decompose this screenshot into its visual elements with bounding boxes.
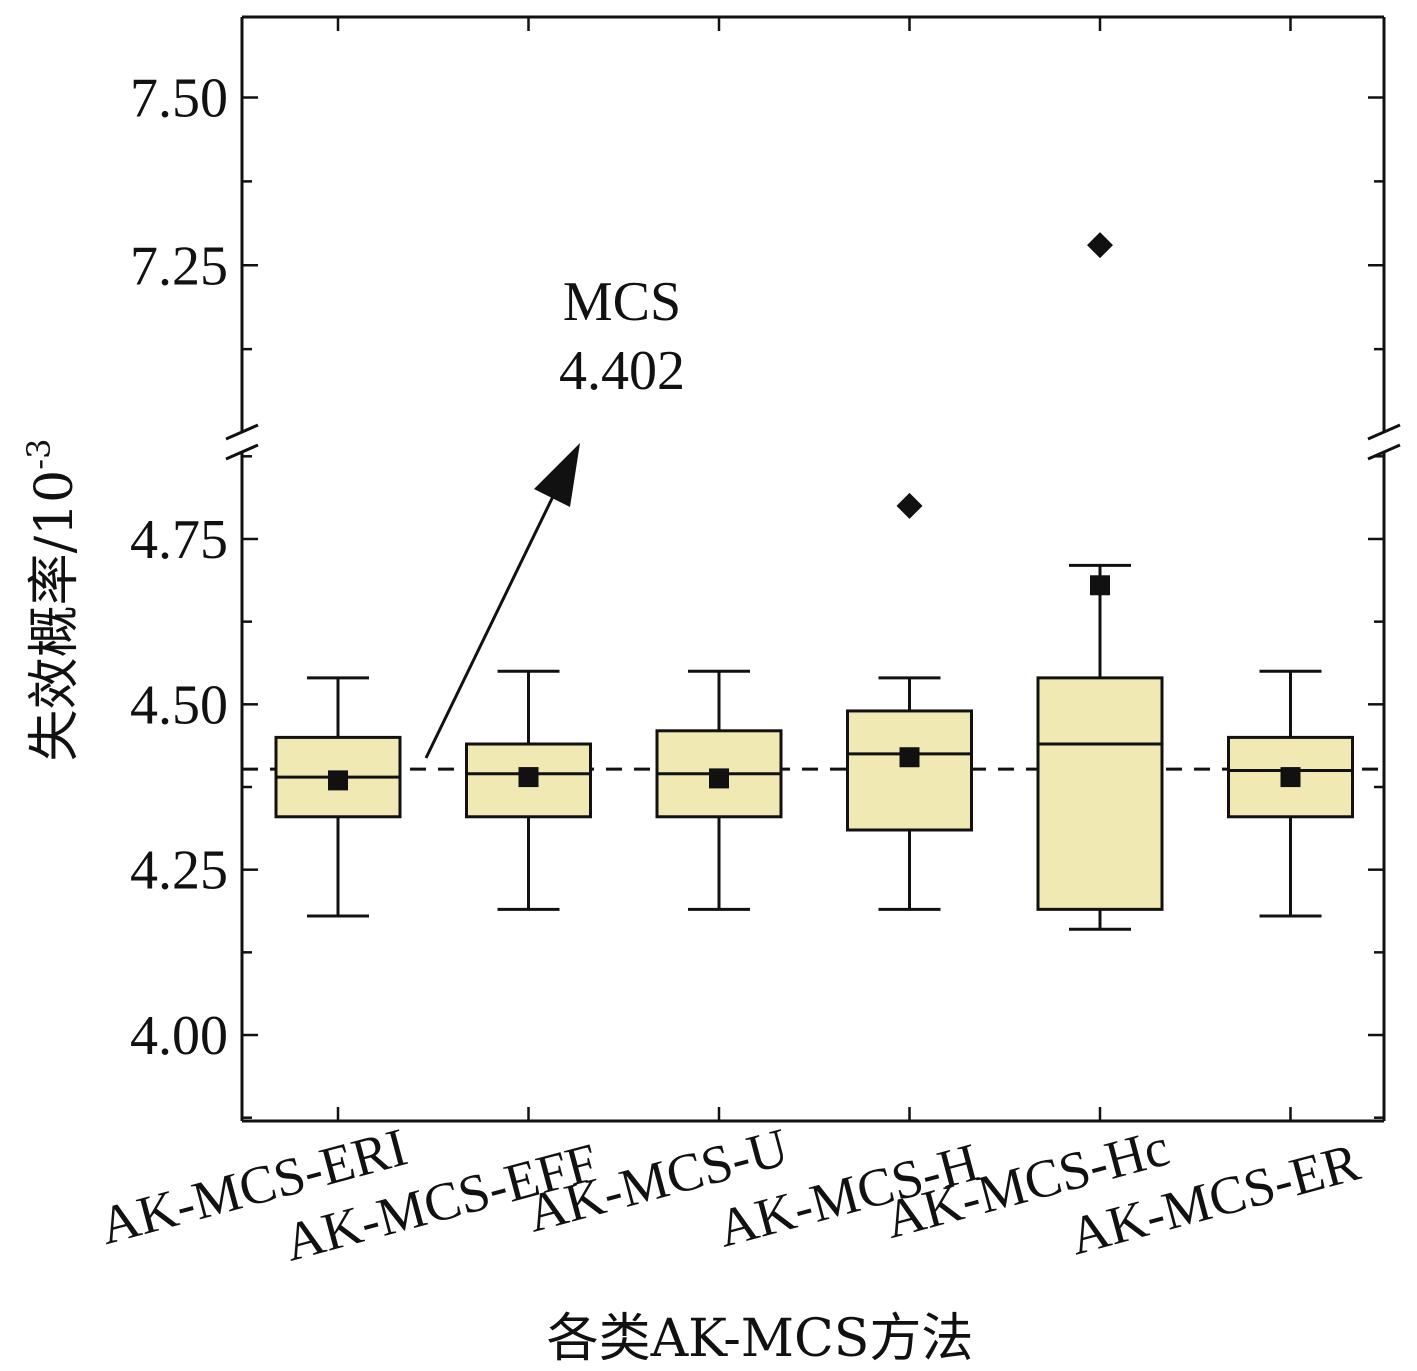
axis-break-mark-top-right [1367, 423, 1401, 441]
mean-marker [899, 747, 920, 768]
box-iqr [1036, 676, 1164, 911]
outlier-marker [1087, 232, 1113, 259]
axes-group [225, 15, 1401, 1123]
y-tick-label: 4.00 [130, 1005, 228, 1067]
y-tick-label: 7.50 [130, 68, 228, 130]
y-axis-title: 失效概率/10 [25, 470, 85, 762]
y-tick-label: 4.75 [130, 509, 228, 571]
box-AK-MCS-H [846, 492, 973, 911]
box-AK-MCS-Hc [1036, 232, 1164, 931]
mean-marker [1280, 767, 1301, 788]
boxes-group [274, 232, 1354, 931]
box-AK-MCS-EFF [465, 669, 592, 911]
mean-marker [709, 768, 729, 789]
mean-marker [328, 770, 348, 791]
y-tick-label: 4.50 [130, 674, 228, 736]
box-AK-MCS-U [655, 669, 783, 911]
x-axis-title: 各类AK-MCS方法 [547, 1309, 974, 1369]
y-tick-label: 4.25 [130, 840, 228, 902]
mcs-annotation-arrow-shaft [424, 481, 562, 759]
y-axis-title-group: 失效概率/10-3 [20, 439, 85, 762]
mcs-annotation-label: MCS [563, 271, 681, 333]
box-iqr [846, 709, 973, 832]
outlier-marker [896, 492, 923, 519]
y-tick-label: 7.25 [130, 235, 228, 297]
mean-marker [518, 767, 539, 788]
box-AK-MCS-ER [1227, 669, 1354, 918]
mean-marker [1090, 575, 1110, 596]
axis-break-mark-bottom-right [1367, 443, 1401, 461]
axis-break-mark-bottom-left [225, 443, 259, 461]
mcs-annotation-value: 4.402 [559, 340, 685, 402]
box-AK-MCS-ERI [274, 676, 402, 918]
ticks-group [242, 17, 1384, 1121]
mcs-annotation-arrow-head [534, 443, 580, 507]
axis-break-mark-top-left [225, 423, 259, 441]
svg-text:失效概率/10-3: 失效概率/10-3 [20, 439, 85, 762]
y-axis-exponent: -3 [20, 439, 58, 470]
